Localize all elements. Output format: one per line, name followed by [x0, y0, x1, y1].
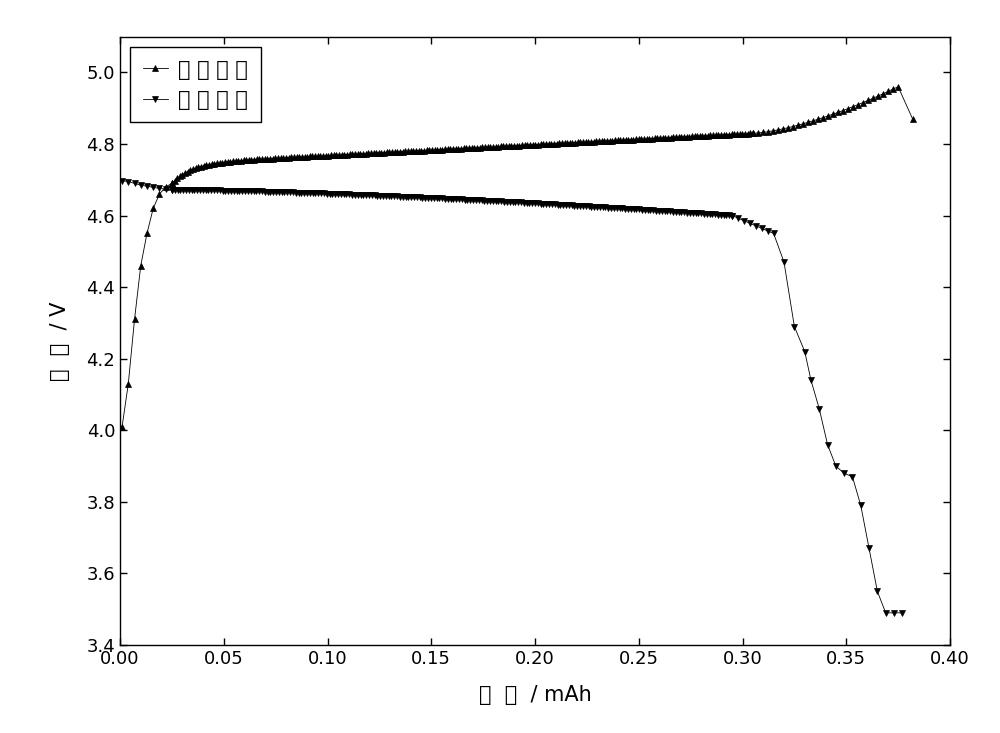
- 充 电 曲 线: [837, 106, 849, 115]
- 放 电 曲 线: [200, 185, 212, 194]
- 放 电 曲 线: [194, 185, 206, 194]
- 放 电 曲 线: [116, 176, 128, 185]
- 充 电 曲 线: [892, 82, 904, 91]
- X-axis label: 容  量  / mAh: 容 量 / mAh: [479, 685, 591, 704]
- Legend: 充 电 曲 线, 放 电 曲 线: 充 电 曲 线, 放 电 曲 线: [130, 47, 261, 122]
- Line: 充 电 曲 线: 充 电 曲 线: [119, 84, 915, 430]
- 充 电 曲 线: [224, 157, 236, 166]
- 放 电 曲 线: [343, 190, 355, 199]
- 充 电 曲 线: [429, 146, 441, 155]
- 充 电 曲 线: [696, 131, 708, 140]
- 放 电 曲 线: [880, 608, 892, 617]
- 充 电 曲 线: [431, 145, 443, 154]
- 充 电 曲 线: [240, 156, 252, 165]
- 放 电 曲 线: [838, 469, 850, 478]
- 充 电 曲 线: [116, 422, 128, 431]
- Line: 放 电 曲 线: 放 电 曲 线: [119, 177, 905, 616]
- 放 电 曲 线: [896, 608, 908, 617]
- 放 电 曲 线: [309, 189, 321, 198]
- Y-axis label: 电  压  / V: 电 压 / V: [50, 301, 70, 380]
- 放 电 曲 线: [231, 186, 243, 195]
- 充 电 曲 线: [907, 114, 919, 123]
